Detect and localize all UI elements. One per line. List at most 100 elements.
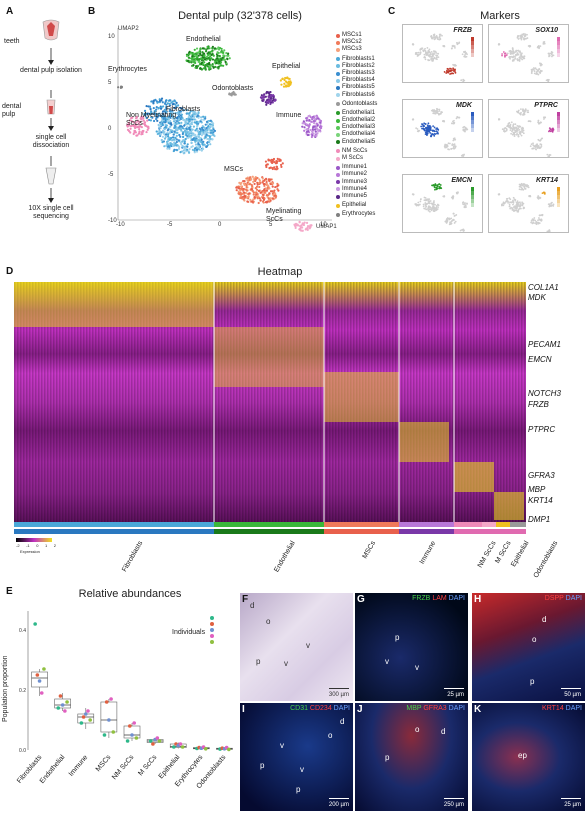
box <box>77 708 95 729</box>
umap-cluster-label: Immune <box>276 112 302 119</box>
legend-swatch <box>336 111 340 116</box>
legend-item: Endothelial4 <box>336 131 398 138</box>
heatmap-gene-label: COL1A1 <box>528 283 559 292</box>
legend-label: Epithelial <box>342 202 367 209</box>
colorbar-ticks: -2 -1 0 1 2 <box>16 543 56 548</box>
marker-gene-name: PTPRC <box>534 102 558 109</box>
tissue-label: ep <box>518 751 527 760</box>
data-point <box>111 730 116 734</box>
legend-item: Immune5 <box>336 193 398 200</box>
heatmap-gene-label: MBP <box>528 485 546 494</box>
marker-umap: KRT14 <box>488 174 569 233</box>
legend-item: Immune4 <box>336 186 398 193</box>
legend-item: Fibroblasts6 <box>336 92 398 99</box>
tissue-label: v <box>415 663 419 672</box>
legend-swatch <box>336 156 340 161</box>
scale-bar <box>561 687 581 689</box>
umap-x-tick: 0 <box>218 222 222 228</box>
workflow-diagram <box>42 19 60 203</box>
legend-swatch <box>336 85 340 90</box>
marker-umap-plot <box>411 33 474 83</box>
panel-label-f: F <box>242 594 249 605</box>
umap-cluster <box>259 90 277 106</box>
tissue-label: o <box>532 635 537 644</box>
scale-bar-label: 200 µm <box>328 802 349 808</box>
umap-cluster <box>264 157 284 171</box>
umap-legend: MSCs1 MSCs2 MSCs3 Fibroblasts1 Fibroblasts2 F… <box>336 32 398 219</box>
data-point <box>125 739 130 743</box>
stain-name: CD31 <box>290 705 310 712</box>
data-point <box>178 742 183 746</box>
colorbar-label: Expression <box>20 549 40 554</box>
heatmap-gene-label: PTPRC <box>528 425 556 434</box>
marker-umap: FRZB <box>402 24 483 83</box>
marker-umap-plot <box>411 107 474 157</box>
scale-bar-label: 25 µm <box>447 692 464 698</box>
data-point <box>151 742 155 746</box>
stain-name: FRZB <box>412 595 433 602</box>
heatmap-gene-label: MDK <box>528 293 546 302</box>
umap-cluster-label: Epithelial <box>272 63 301 70</box>
marker-gene-name: EMCN <box>451 177 472 184</box>
umap-x-tick: 10 <box>320 222 327 228</box>
legend-swatch <box>336 165 340 170</box>
umap-cluster-label: Fibroblasts <box>166 106 201 113</box>
legend-label: Fibroblasts5 <box>342 84 375 91</box>
legend-label: Odontoblasts <box>342 100 378 107</box>
umap-x-label: UMAP1 <box>316 224 337 230</box>
umap-cluster <box>117 85 124 90</box>
legend-swatch <box>336 187 340 192</box>
legend-item: MSCs2 <box>336 39 398 46</box>
marker-umap: PTPRC <box>488 99 569 158</box>
individuals-legend <box>210 616 214 644</box>
heatmap <box>14 282 526 534</box>
marker-umap-plot <box>497 108 560 158</box>
panel-label-i: I <box>242 704 245 715</box>
data-point <box>63 709 67 713</box>
y-tick: 0.2 <box>19 688 26 694</box>
panel-label-g: G <box>357 594 365 605</box>
legend-item: NM ScCs <box>336 148 398 155</box>
legend-label: NM ScCs <box>342 147 368 154</box>
step-teeth: teeth <box>4 38 20 45</box>
tissue-label: o <box>266 617 271 626</box>
legend-label: Fibroblasts3 <box>342 69 375 76</box>
data-point <box>81 715 86 719</box>
stain-label: MBP GFRA3 DAPI <box>406 705 465 712</box>
umap-cluster-label: Myelinating ScCs <box>266 208 302 223</box>
legend-label: Immune4 <box>342 185 368 192</box>
panel-label-h: H <box>474 594 482 605</box>
step-sequencing: 10X single cell sequencing <box>28 205 74 220</box>
umap-cluster <box>155 109 217 155</box>
micrograph-k: K KRT14 DAPI ep 25 µm <box>472 703 585 811</box>
y-tick: 0.0 <box>19 748 26 754</box>
marker-gene-name: KRT14 <box>535 177 558 184</box>
legend-label: Fibroblasts4 <box>342 77 375 84</box>
stain-name: CD234 <box>309 705 334 712</box>
legend-item: Erythrocytes <box>336 211 398 218</box>
colorbar-tick: 0 <box>36 543 39 548</box>
data-point <box>39 691 44 695</box>
tissue-label: v <box>284 659 288 668</box>
heatmap-gene-label: GFRA3 <box>528 471 555 480</box>
marker-umap: SOX10 <box>488 24 569 83</box>
box <box>123 723 141 741</box>
umap-cluster-label: Odontoblasts <box>212 85 254 92</box>
heatmap-gene-label: DMP1 <box>528 515 551 524</box>
legend-item: Fibroblasts4 <box>336 77 398 84</box>
umap-x-tick: -10 <box>116 222 125 228</box>
legend-item: Immune2 <box>336 171 398 178</box>
heatmap-group-label: Odontoblasts <box>532 540 560 580</box>
umap-title: Dental pulp (32'378 cells) <box>178 10 302 22</box>
y-tick: 0.4 <box>19 628 26 634</box>
micrograph-h: H DSPP DAPI d o p 50 µm <box>472 593 585 701</box>
marker-umap-plot <box>497 182 560 233</box>
umap-y-tick: -10 <box>108 218 117 224</box>
umap-cluster <box>125 115 150 137</box>
legend-label: Immune5 <box>342 192 368 199</box>
data-point <box>155 736 160 740</box>
data-point <box>148 739 153 743</box>
heatmap-title: Heatmap <box>257 266 303 278</box>
legend-item: Endothelial2 <box>336 117 398 124</box>
data-point <box>35 673 40 677</box>
